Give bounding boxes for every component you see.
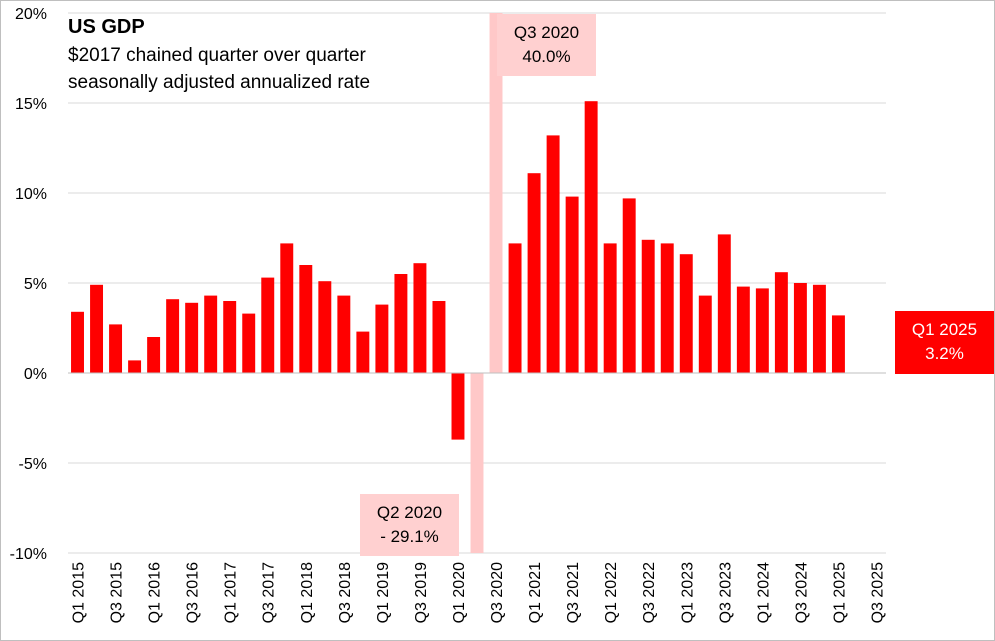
y-tick-label: 15% [15,96,47,113]
bar-q4-2021 [584,101,598,373]
bar-q4-2015 [128,360,142,373]
bar-q2-2023 [698,295,712,373]
bar-q4-2020 [508,243,522,373]
bar-q4-2019 [432,301,446,373]
x-tick-label: Q3 2025 [869,562,886,623]
chart-subtitle-line-1: $2017 chained quarter over quarter [68,45,367,66]
x-tick-label: Q3 2017 [261,562,278,623]
bar-q3-2019 [413,263,427,373]
callout-label: 40.0% [522,47,570,66]
callout-label: 3.2% [925,344,964,363]
chart-title: US GDP [68,16,145,38]
y-tick-label: 5% [24,276,47,293]
bar-q4-2024 [812,284,826,373]
y-tick-label: -5% [19,456,47,473]
bar-q4-2016 [204,295,218,373]
x-tick-label: Q3 2024 [793,562,810,623]
callout-label: - 29.1% [380,527,439,546]
bar-q2-2022 [622,198,636,373]
gridlines [68,12,886,554]
bar-q4-2017 [280,243,294,373]
bar-q3-2017 [261,277,275,373]
bar-q1-2023 [679,254,693,373]
x-tick-label: Q1 2016 [147,562,164,623]
bar-q1-2024 [755,288,769,373]
bar-q2-2019 [394,274,408,373]
bar-q2-2020 [470,373,484,553]
x-tick-label: Q1 2024 [755,562,772,623]
x-tick-label: Q1 2025 [831,562,848,623]
bar-q2-2024 [774,272,788,373]
bar-q3-2023 [717,234,731,373]
bar-q3-2018 [337,295,351,373]
bar-q1-2021 [527,173,541,373]
bar-q4-2023 [736,286,750,373]
bar-q2-2021 [546,135,560,373]
bar-q3-2022 [641,239,655,373]
y-tick-label: -10% [10,546,47,563]
callout-box [895,311,994,374]
bar-q1-2025 [831,315,845,373]
bar-q2-2015 [90,284,104,373]
x-tick-label: Q1 2023 [679,562,696,623]
x-tick-label: Q1 2015 [71,562,88,623]
bar-q2-2017 [242,313,256,373]
callout-box [360,494,459,556]
x-tick-label: Q3 2020 [489,562,506,623]
bar-q1-2019 [375,304,389,373]
y-tick-label: 10% [15,186,47,203]
bar-q3-2024 [793,283,807,373]
callout-label: Q2 2020 [377,503,442,522]
bar-q3-2016 [185,302,199,373]
x-tick-label: Q3 2015 [109,562,126,623]
x-axis-tick-labels: Q1 2015 Q3 2015 Q1 2016 Q3 2016 Q1 2017 Q3 20… [71,562,887,623]
x-tick-label: Q1 2020 [451,562,468,623]
x-tick-label: Q1 2019 [375,562,392,623]
bar-q1-2017 [223,301,237,373]
bar-q4-2022 [660,243,674,373]
bar-q3-2015 [109,324,123,373]
callouts: Q2 2020 - 29.1% Q3 2020 40.0% Q1 2025 3.2% [360,14,994,556]
bar-q2-2018 [318,281,332,373]
y-tick-label: 0% [24,366,47,383]
callout-label: Q3 2020 [514,23,579,42]
x-tick-label: Q3 2016 [185,562,202,623]
callout-box [497,14,596,76]
bar-q1-2015 [71,311,84,373]
x-tick-label: Q1 2021 [527,562,544,623]
bar-q4-2018 [356,331,370,373]
x-tick-label: Q1 2022 [603,562,620,623]
callout-label: Q1 2025 [912,320,977,339]
x-tick-label: Q1 2017 [223,562,240,623]
x-tick-label: Q1 2018 [299,562,316,623]
bar-q1-2020 [451,373,465,440]
x-tick-label: Q3 2022 [641,562,658,623]
bar-q1-2018 [299,265,313,373]
bar-q3-2020 [489,13,503,373]
x-tick-label: Q3 2018 [337,562,354,623]
y-axis-tick-labels: -10% -5% 0% 5% 10% 15% 20% [10,6,47,563]
x-tick-label: Q3 2023 [717,562,734,623]
bar-q2-2016 [166,299,180,373]
bar-q1-2022 [603,243,617,373]
bar-series [71,13,845,553]
y-tick-label: 20% [15,6,47,23]
bar-q1-2016 [147,337,161,373]
bar-q3-2021 [565,196,579,373]
x-tick-label: Q3 2019 [413,562,430,623]
chart-subtitle-line-2: seasonally adjusted annualized rate [68,72,370,93]
x-tick-label: Q3 2021 [565,562,582,623]
